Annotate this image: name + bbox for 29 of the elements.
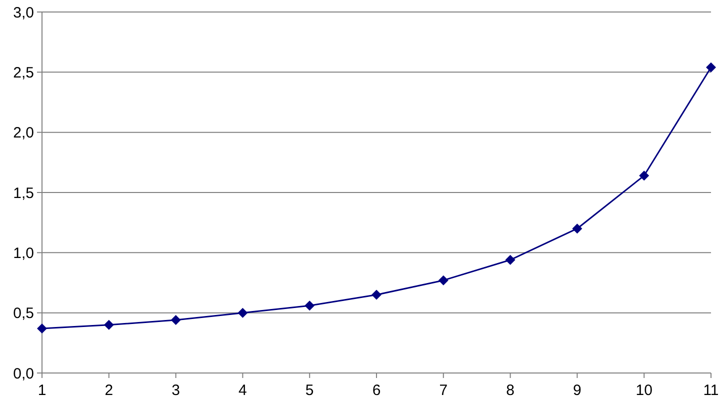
y-tick-label: 2,5 <box>13 64 34 82</box>
x-tick-label: 1 <box>38 382 46 399</box>
point <box>37 323 47 334</box>
point <box>170 315 181 326</box>
point <box>505 254 516 265</box>
x-tick-label: 6 <box>372 382 381 399</box>
y-tick-label: 0,5 <box>13 305 34 322</box>
y-tick-label: 1,5 <box>13 184 34 202</box>
x-tick-label: 7 <box>439 382 448 399</box>
y-tick-label: 3,0 <box>13 4 34 22</box>
x-tick-label: 8 <box>506 382 514 399</box>
x-tick-label: 11 <box>703 382 719 399</box>
y-tick-label: 1,0 <box>13 244 34 262</box>
point <box>372 290 382 300</box>
point <box>304 300 315 311</box>
x-tick-label: 5 <box>305 382 314 399</box>
point <box>104 320 114 330</box>
x-tick-label: 2 <box>104 382 114 399</box>
point <box>238 308 248 318</box>
point <box>572 224 582 234</box>
x-tick-label: 10 <box>636 382 652 399</box>
x-tick-label: 9 <box>573 382 582 399</box>
point <box>639 170 650 181</box>
point <box>706 62 716 72</box>
y-tick-label: 2,0 <box>13 124 34 142</box>
x-tick-label: 4 <box>238 382 247 399</box>
point <box>438 275 448 286</box>
x-tick-label: 3 <box>172 382 180 399</box>
y-tick-label: 0,0 <box>13 365 34 382</box>
